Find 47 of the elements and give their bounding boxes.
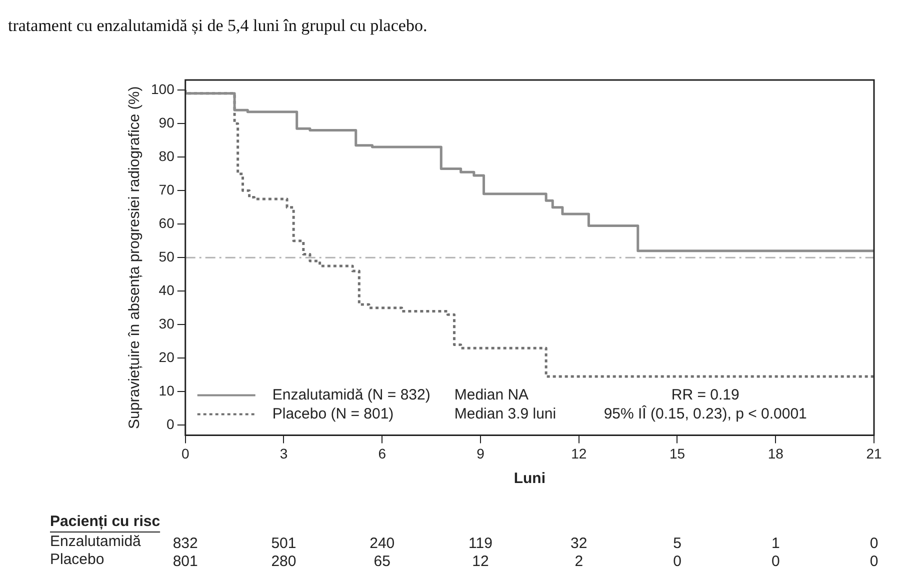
text: 240 [370, 535, 395, 552]
legend-label: Enzalutamidă (N = 832) [272, 386, 430, 404]
x-tick-label: 15 [669, 445, 686, 462]
y-tick-label: 90 [158, 114, 175, 130]
y-tick-label: 100 [151, 80, 175, 97]
y-tick-label: 0 [166, 416, 175, 432]
text: 12 [472, 553, 489, 570]
annotation: Median 3.9 luni [454, 405, 556, 422]
text: 501 [271, 535, 296, 552]
y-tick-label: 50 [158, 248, 175, 264]
y-tick-label: 80 [158, 148, 175, 164]
annotation: 95% IÎ (0.15, 0.23), p < 0.0001 [604, 404, 807, 422]
text: 65 [374, 553, 390, 570]
y-tick-label: 70 [158, 181, 175, 198]
text: tratament cu enzalutamidă și de 5,4 luni în grupul cu placebo. [8, 16, 428, 36]
legend-label: Placebo (N = 801) [272, 405, 394, 422]
text: 32 [570, 535, 588, 552]
text: 0 [771, 553, 780, 570]
x-tick-label: 21 [866, 445, 882, 462]
text: 5 [673, 535, 682, 552]
y-tick-label: 40 [158, 282, 175, 298]
y-tick-label: 20 [158, 348, 175, 365]
text: 2 [574, 553, 584, 570]
y-tick-label: 30 [158, 315, 175, 332]
annotation: RR = 0.19 [671, 386, 740, 404]
annotation: Median NA [454, 386, 529, 404]
x-tick-label: 6 [378, 445, 386, 462]
x-tick-label: 12 [571, 445, 587, 462]
text: Placebo [50, 551, 104, 568]
x-tick-label: 18 [768, 445, 784, 462]
x-axis-title: Luni [514, 470, 546, 488]
text: 832 [172, 535, 198, 552]
text: Pacienți cu risc [50, 513, 160, 530]
text: 801 [172, 553, 198, 570]
x-tick-label: 9 [476, 445, 485, 462]
x-tick-label: 3 [280, 445, 288, 462]
y-tick-label: 60 [158, 214, 175, 231]
y-axis-title: Supraviețuire în absența progresiei radiografice (%) [126, 86, 144, 429]
text: 0 [870, 553, 878, 570]
text: 1 [771, 535, 780, 552]
text: 119 [468, 535, 492, 552]
text: 0 [870, 535, 878, 552]
text: 280 [271, 553, 296, 570]
x-tick-label: 0 [181, 445, 190, 462]
text: 0 [673, 553, 682, 570]
y-tick-label: 10 [158, 382, 175, 398]
text: Enzalutamidă [50, 533, 142, 550]
